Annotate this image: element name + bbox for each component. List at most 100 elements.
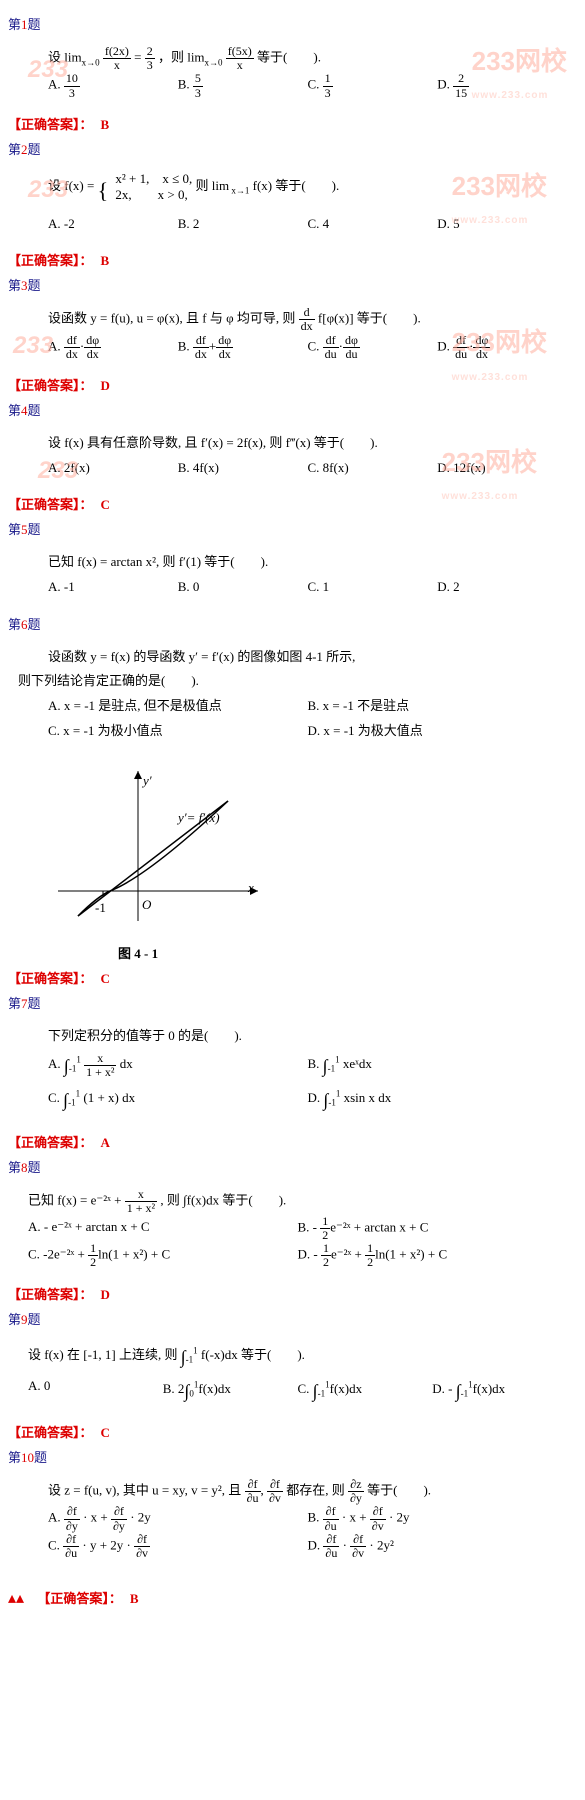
t: 5 (453, 216, 460, 231)
t: , 则 ∫f(x)dx 等于( ). (160, 1192, 286, 1207)
opt: B. dfdx+dφdx (178, 334, 308, 361)
t: · 2y² (366, 1537, 394, 1552)
d: 1 + x² (125, 1202, 157, 1215)
hi: 1 (76, 1089, 81, 1099)
d: ∂u (323, 1520, 339, 1533)
l: A. (48, 1056, 61, 1071)
d: ∂v (370, 1520, 386, 1533)
l: A. (48, 698, 61, 713)
l: A. (48, 579, 61, 594)
t: ln(1 + x²) + C (98, 1247, 170, 1262)
figure-4-1: y′ y′= f′(x) -1 O x (48, 761, 577, 935)
d: ∂v (350, 1547, 366, 1560)
l: C. (48, 723, 60, 738)
t: A (101, 1135, 110, 1150)
t: 则 lim (196, 178, 230, 193)
opt: B. 2 (178, 212, 308, 237)
t: 0 (44, 1378, 51, 1393)
question-body: 233 233网校www.233.com 设 f(x) 具有任意阶导数, 且 f… (8, 423, 577, 488)
question-header: 第1题 (8, 14, 577, 33)
lo: -1 (328, 1064, 336, 1074)
t: 第 (8, 142, 21, 157)
options: A. ∫-11 x1 + x² dx B. ∫-11 xeˣdx C. ∫-11… (48, 1049, 567, 1117)
l: D. (308, 1090, 321, 1105)
t: 题 (28, 996, 41, 1011)
t: 第 (8, 996, 21, 1011)
l: D. (432, 1381, 445, 1396)
d: 15 (453, 87, 469, 100)
d: 1 + x² (84, 1066, 116, 1079)
t: D (101, 378, 110, 393)
t: lim (64, 50, 81, 65)
t: -2 (64, 216, 75, 231)
question-header: 第2题 (8, 139, 577, 158)
l: B. (178, 77, 190, 92)
opt: B. - 12e⁻²ˣ + arctan x + C (298, 1215, 568, 1242)
t: x = -1 不是驻点 (323, 698, 409, 713)
l: A. (48, 338, 61, 353)
t: x² + 1, x ≤ 0, (115, 171, 192, 187)
t: - (448, 1381, 456, 1396)
l: B. (308, 1510, 320, 1525)
answer: 【正确答案】：C (8, 1422, 577, 1441)
l: D. (298, 1247, 311, 1262)
t: ln(1 + x²) + C (375, 1247, 447, 1262)
t: -1 (64, 579, 75, 594)
n: 1 (365, 1242, 375, 1256)
n: ∂z (348, 1478, 364, 1492)
d: dx (216, 348, 233, 361)
options: A. 103 B. 53 C. 13 D. 215 (48, 72, 567, 99)
opt: D. x = -1 为极大值点 (308, 719, 568, 744)
opt: D. 2 (437, 575, 567, 600)
t: C (101, 1425, 110, 1440)
b: f(-x) (201, 1347, 225, 1362)
l: A. (48, 77, 61, 92)
decorative-mark: ▴▴ (8, 1590, 24, 1607)
opt: A. -1 (48, 575, 178, 600)
axis-x-label: x (248, 880, 254, 896)
answer: 【正确答案】：D (8, 1284, 577, 1303)
n: 10 (64, 72, 80, 86)
hi: 1 (336, 1089, 341, 1099)
opt: A. ∫-11 x1 + x² dx (48, 1049, 308, 1083)
t: - e⁻²ˣ + arctan x + C (44, 1219, 150, 1234)
question-header: 第8题 (8, 1157, 577, 1176)
n: ∂f (63, 1533, 79, 1547)
t: 2 (453, 579, 460, 594)
d: dx (64, 348, 80, 361)
figure-caption: 图 4 - 1 (118, 943, 577, 962)
n: d (299, 306, 315, 320)
answer: 【正确答案】：B (8, 114, 577, 133)
answer: 【正确答案】：D (8, 375, 577, 394)
n: f(2x) (103, 45, 131, 59)
n: 1 (323, 72, 333, 86)
t: 题 (28, 522, 41, 537)
t: 4f(x) (193, 460, 219, 475)
question-header: 第5题 (8, 519, 577, 538)
n: ∂f (323, 1505, 339, 1519)
question-header: 第9题 (8, 1309, 577, 1328)
t: B (101, 253, 110, 268)
t: x→0 (205, 57, 223, 67)
t: 0 (193, 579, 200, 594)
t: · y + 2y · (79, 1537, 134, 1552)
question-header: 第6题 (8, 614, 577, 633)
l: B. (178, 460, 190, 475)
t: 10 (21, 1450, 34, 1465)
question-body: 设函数 y = f(x) 的导函数 y′ = f′(x) 的图像如图 4-1 所… (8, 637, 577, 752)
t: + (209, 338, 216, 353)
t: 【正确答案】： (8, 1287, 93, 1302)
opt: D. ∂f∂u · ∂f∂v · 2y² (308, 1533, 568, 1560)
t: 第 (8, 1160, 21, 1175)
n: df (453, 334, 469, 348)
t: 1 (323, 579, 330, 594)
opt: A. -2 (48, 212, 178, 237)
t: ，则 lim (158, 50, 205, 65)
options: A. 2f(x) B. 4f(x) C. 8f(x) D. 12f(x) (48, 456, 567, 481)
d: dx (299, 320, 315, 333)
question-body: 233 233网校www.233.com 设函数 y = f(u), u = φ… (8, 298, 577, 369)
t: 设 f(x) 在 [-1, 1] 上连续, 则 (28, 1347, 181, 1362)
opt: A. 0 (28, 1374, 163, 1408)
l: D. (437, 579, 450, 594)
lo: -1 (186, 1354, 194, 1364)
